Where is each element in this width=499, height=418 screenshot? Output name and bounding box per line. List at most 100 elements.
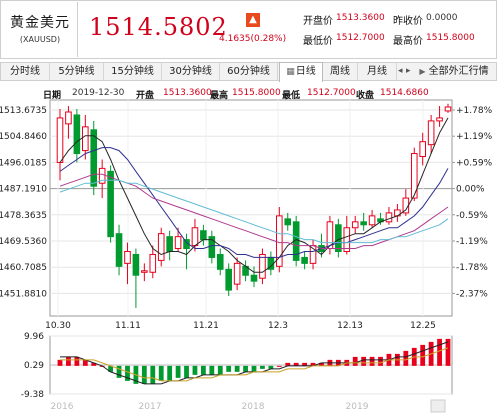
quote-header: 黄金美元 (XAUUSD) 1514.5802 ▲ 4.1635(0.28%) … bbox=[0, 0, 497, 59]
low-value: 1512.7000 bbox=[336, 33, 385, 43]
symbol-name: 黄金美元 bbox=[10, 15, 70, 31]
tab-15min[interactable]: 15分钟线 bbox=[104, 63, 162, 80]
y-tick-label-right: +1.78% bbox=[456, 106, 493, 116]
macd-bar-up bbox=[369, 356, 375, 366]
x-tick-label: 10.30 bbox=[45, 321, 71, 331]
macd-bar-down bbox=[150, 365, 156, 384]
candle-up bbox=[157, 233, 165, 261]
y-tick-label-right: -2.37% bbox=[456, 289, 488, 299]
macd-bar-down bbox=[116, 365, 122, 378]
macd-bar-down bbox=[260, 365, 265, 369]
chevron-right-icon: ▶ bbox=[419, 67, 426, 76]
candle-down bbox=[225, 268, 232, 291]
macd-bar-up bbox=[319, 362, 324, 366]
all-forex-button[interactable]: ▶ 全部外汇行情 bbox=[412, 63, 496, 80]
scroll-right-icon[interactable]: ▸ bbox=[406, 66, 411, 76]
candle-down bbox=[284, 218, 292, 226]
prev-close-value: 0.0000 bbox=[426, 13, 458, 23]
scroll-handle-icon bbox=[430, 399, 446, 413]
macd-bar-up bbox=[74, 356, 80, 366]
macd-bar-up bbox=[82, 359, 88, 366]
y-tick-label-left: 1478.3635 bbox=[0, 211, 47, 221]
macd-bar-down bbox=[226, 365, 232, 372]
info-close-value: 1514.6860 bbox=[380, 88, 429, 98]
y-tick-label-left: 1451.8810 bbox=[0, 289, 47, 299]
candle-down bbox=[335, 224, 342, 252]
macd-bar-down bbox=[175, 365, 181, 378]
macd-bar-up bbox=[310, 362, 316, 366]
candle-up bbox=[65, 111, 72, 125]
candle-down bbox=[73, 114, 81, 155]
candle-down bbox=[115, 233, 123, 267]
info-close-label: 收盘 bbox=[356, 91, 375, 101]
macd-bar-up bbox=[361, 356, 367, 366]
macd-bar-up bbox=[403, 350, 409, 366]
macd-bar-up bbox=[302, 362, 308, 366]
y-tick-label-right: -1.19% bbox=[456, 237, 488, 247]
x-tick-label: 12.25 bbox=[410, 321, 436, 331]
candle-up bbox=[343, 227, 351, 252]
all-forex-label: 全部外汇行情 bbox=[428, 66, 489, 77]
prev-close-label: 昨收价 bbox=[393, 16, 423, 27]
macd-bar-down bbox=[141, 365, 147, 384]
y-tick-label-left: 1513.6735 bbox=[0, 106, 47, 116]
macd-tick-label: 9.96 bbox=[24, 332, 44, 342]
macd-bar-down bbox=[209, 365, 215, 375]
tab-60min[interactable]: 60分钟线 bbox=[220, 63, 278, 80]
tab-monthly[interactable]: 月线 bbox=[358, 63, 397, 80]
tab-daily[interactable]: ▦日线 bbox=[279, 62, 323, 82]
macd-bar-down bbox=[268, 365, 274, 369]
candle-up bbox=[427, 120, 435, 146]
info-date-label: 日期 bbox=[43, 91, 62, 101]
candle-down bbox=[216, 253, 224, 270]
scroll-left-icon[interactable]: ◂ bbox=[398, 66, 403, 76]
tab-label: 月线 bbox=[367, 66, 387, 77]
candle-up bbox=[191, 227, 199, 247]
period-tabs: 分时线 5分钟线 15分钟线 30分钟线 60分钟线 ▦日线 周线 月线 ◂ ▸… bbox=[0, 62, 497, 82]
macd-bar-down bbox=[167, 365, 173, 381]
macd-bar-up bbox=[445, 338, 451, 366]
candle-up bbox=[368, 215, 376, 226]
macd-bar-up bbox=[57, 359, 63, 366]
info-low-value: 1512.7000 bbox=[307, 88, 356, 98]
candle-down bbox=[166, 236, 173, 252]
macd-bar-down bbox=[158, 365, 164, 381]
y-tick-label-left: 1469.5360 bbox=[0, 237, 47, 247]
candle-down bbox=[301, 256, 308, 264]
grid-icon: ▦ bbox=[286, 67, 295, 77]
macd-bar-down bbox=[200, 365, 206, 375]
open-value: 1513.3600 bbox=[336, 13, 385, 23]
info-open-label: 开盘 bbox=[136, 91, 155, 101]
tab-5min[interactable]: 5分钟线 bbox=[50, 63, 104, 80]
info-low-label: 最低 bbox=[282, 91, 301, 101]
macd-bar-down bbox=[243, 365, 248, 372]
tab-label: 15分钟线 bbox=[111, 66, 154, 77]
y-tick-label-right: +0.59% bbox=[456, 158, 493, 168]
tab-30min[interactable]: 30分钟线 bbox=[162, 63, 220, 80]
macd-x-tick-label: 2016 bbox=[51, 402, 74, 412]
candle-down bbox=[90, 129, 98, 187]
macd-bar-up bbox=[420, 344, 426, 366]
candle-up bbox=[233, 262, 241, 285]
candle-down bbox=[360, 221, 367, 226]
macd-bar-down bbox=[125, 365, 130, 381]
tab-label: 周线 bbox=[330, 66, 350, 77]
tab-label: 分时线 bbox=[10, 66, 40, 77]
tab-label: 30分钟线 bbox=[169, 66, 212, 77]
low-label: 最低价 bbox=[303, 36, 333, 47]
candle-up bbox=[124, 250, 131, 264]
candle-down bbox=[107, 170, 114, 238]
info-open-value: 1513.3600 bbox=[163, 88, 212, 98]
y-tick-label-left: 1496.0185 bbox=[0, 158, 47, 168]
tab-weekly[interactable]: 周线 bbox=[323, 63, 358, 80]
y-tick-label-right: -1.78% bbox=[456, 263, 488, 273]
info-date-value: 2019-12-30 bbox=[72, 88, 125, 98]
high-label: 最高价 bbox=[393, 36, 423, 47]
tab-label: 日线 bbox=[295, 66, 316, 77]
candle-up bbox=[174, 236, 182, 250]
candle-up bbox=[259, 253, 266, 279]
info-high-label: 最高 bbox=[210, 91, 229, 101]
x-tick-label: 12.13 bbox=[337, 321, 363, 331]
tab-timeline[interactable]: 分时线 bbox=[1, 63, 50, 80]
